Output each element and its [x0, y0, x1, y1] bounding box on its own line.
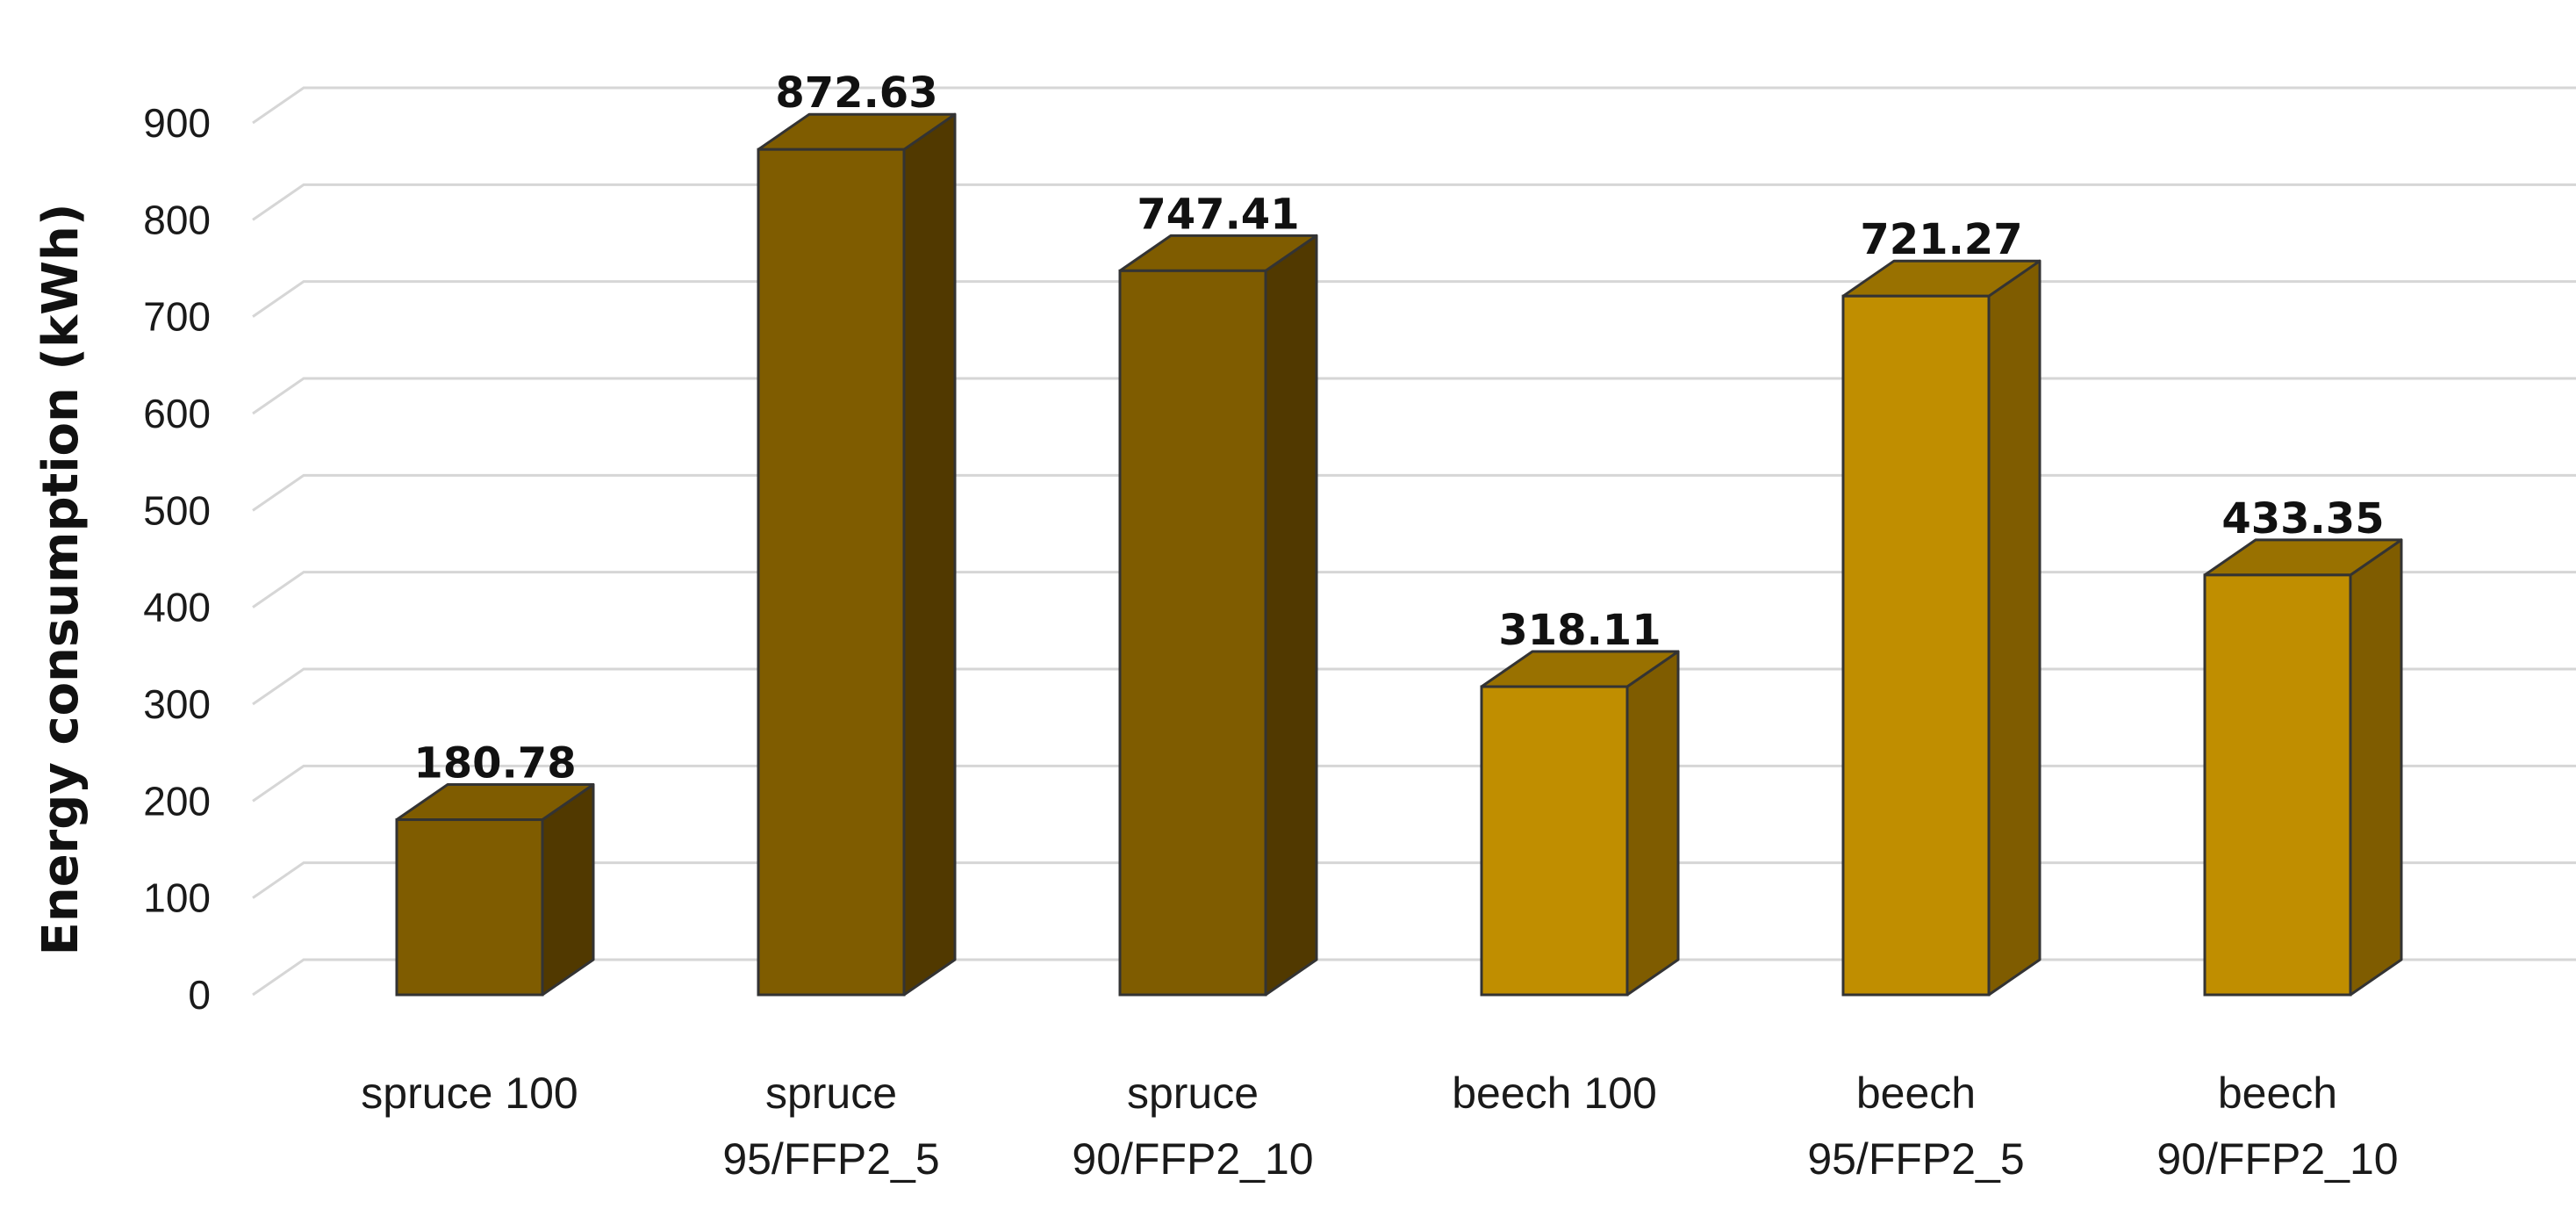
gridline — [252, 183, 2576, 221]
y-axis-ticks: 0 100 200 300 400 500 600 700 800 900 — [143, 100, 211, 1018]
data-label: 721.27 — [1860, 215, 2022, 264]
bar — [2203, 538, 2403, 997]
y-axis-title: Energy consumption (kWh) — [32, 204, 90, 956]
y-tick-label: 300 — [143, 681, 211, 727]
x-category-label: spruce — [1127, 1069, 1259, 1118]
bar — [395, 783, 595, 997]
bar-side — [1987, 259, 2041, 997]
bar-front — [1118, 269, 1267, 997]
bar-front — [757, 148, 906, 997]
gridline — [252, 86, 2576, 125]
y-tick-label: 500 — [143, 487, 211, 533]
bars — [395, 112, 2403, 997]
y-tick-label: 200 — [143, 778, 211, 824]
y-tick-label: 800 — [143, 197, 211, 242]
bar-front — [2203, 573, 2352, 997]
data-label: 433.35 — [2221, 494, 2384, 544]
x-category-label: beech — [1856, 1069, 1976, 1118]
y-tick-label: 0 — [188, 972, 211, 1018]
gridline — [252, 571, 2576, 608]
x-category-label: 90/FFP2_10 — [1072, 1134, 1313, 1184]
gridline — [252, 377, 2576, 415]
data-label: 318.11 — [1498, 606, 1661, 655]
x-category-label: beech — [2218, 1069, 2337, 1118]
gridline — [252, 861, 2576, 899]
x-axis-categories: spruce 100 spruce 95/FFP2_5 spruce 90/FFP2_1… — [361, 1069, 2398, 1184]
data-label: 180.78 — [413, 739, 576, 788]
y-tick-label: 600 — [143, 391, 211, 436]
bar — [1118, 234, 1318, 997]
x-category-label: spruce 100 — [361, 1069, 578, 1118]
bar-side — [1264, 234, 1318, 997]
bar-front — [1841, 294, 1991, 997]
gridline — [252, 667, 2576, 706]
x-category-label: 95/FFP2_5 — [722, 1134, 939, 1184]
y-tick-label: 100 — [143, 875, 211, 921]
gridline — [252, 764, 2576, 803]
bar — [757, 112, 957, 997]
y-tick-label: 400 — [143, 585, 211, 630]
bar-front — [395, 818, 544, 997]
bar-side — [2349, 538, 2403, 997]
gridlines — [252, 86, 2576, 997]
bar-side — [541, 783, 595, 997]
y-tick-label: 700 — [143, 294, 211, 340]
bar — [1480, 650, 1680, 997]
x-category-label: 90/FFP2_10 — [2156, 1134, 2398, 1184]
data-label: 747.41 — [1137, 190, 1299, 239]
bar-side — [902, 112, 957, 997]
data-labels: 180.78 872.63 747.41 318.11 721.27 433.35 — [413, 68, 2384, 788]
bar-side — [1625, 650, 1680, 997]
x-category-label: spruce — [765, 1069, 897, 1118]
bar — [1841, 259, 2041, 997]
y-tick-label: 900 — [143, 100, 211, 146]
x-category-label: beech 100 — [1452, 1069, 1657, 1118]
gridline — [252, 958, 2576, 997]
bar-front — [1480, 685, 1629, 997]
gridline — [252, 280, 2576, 318]
gridline — [252, 473, 2576, 512]
x-category-label: 95/FFP2_5 — [1807, 1134, 2024, 1184]
data-label: 872.63 — [775, 68, 937, 118]
